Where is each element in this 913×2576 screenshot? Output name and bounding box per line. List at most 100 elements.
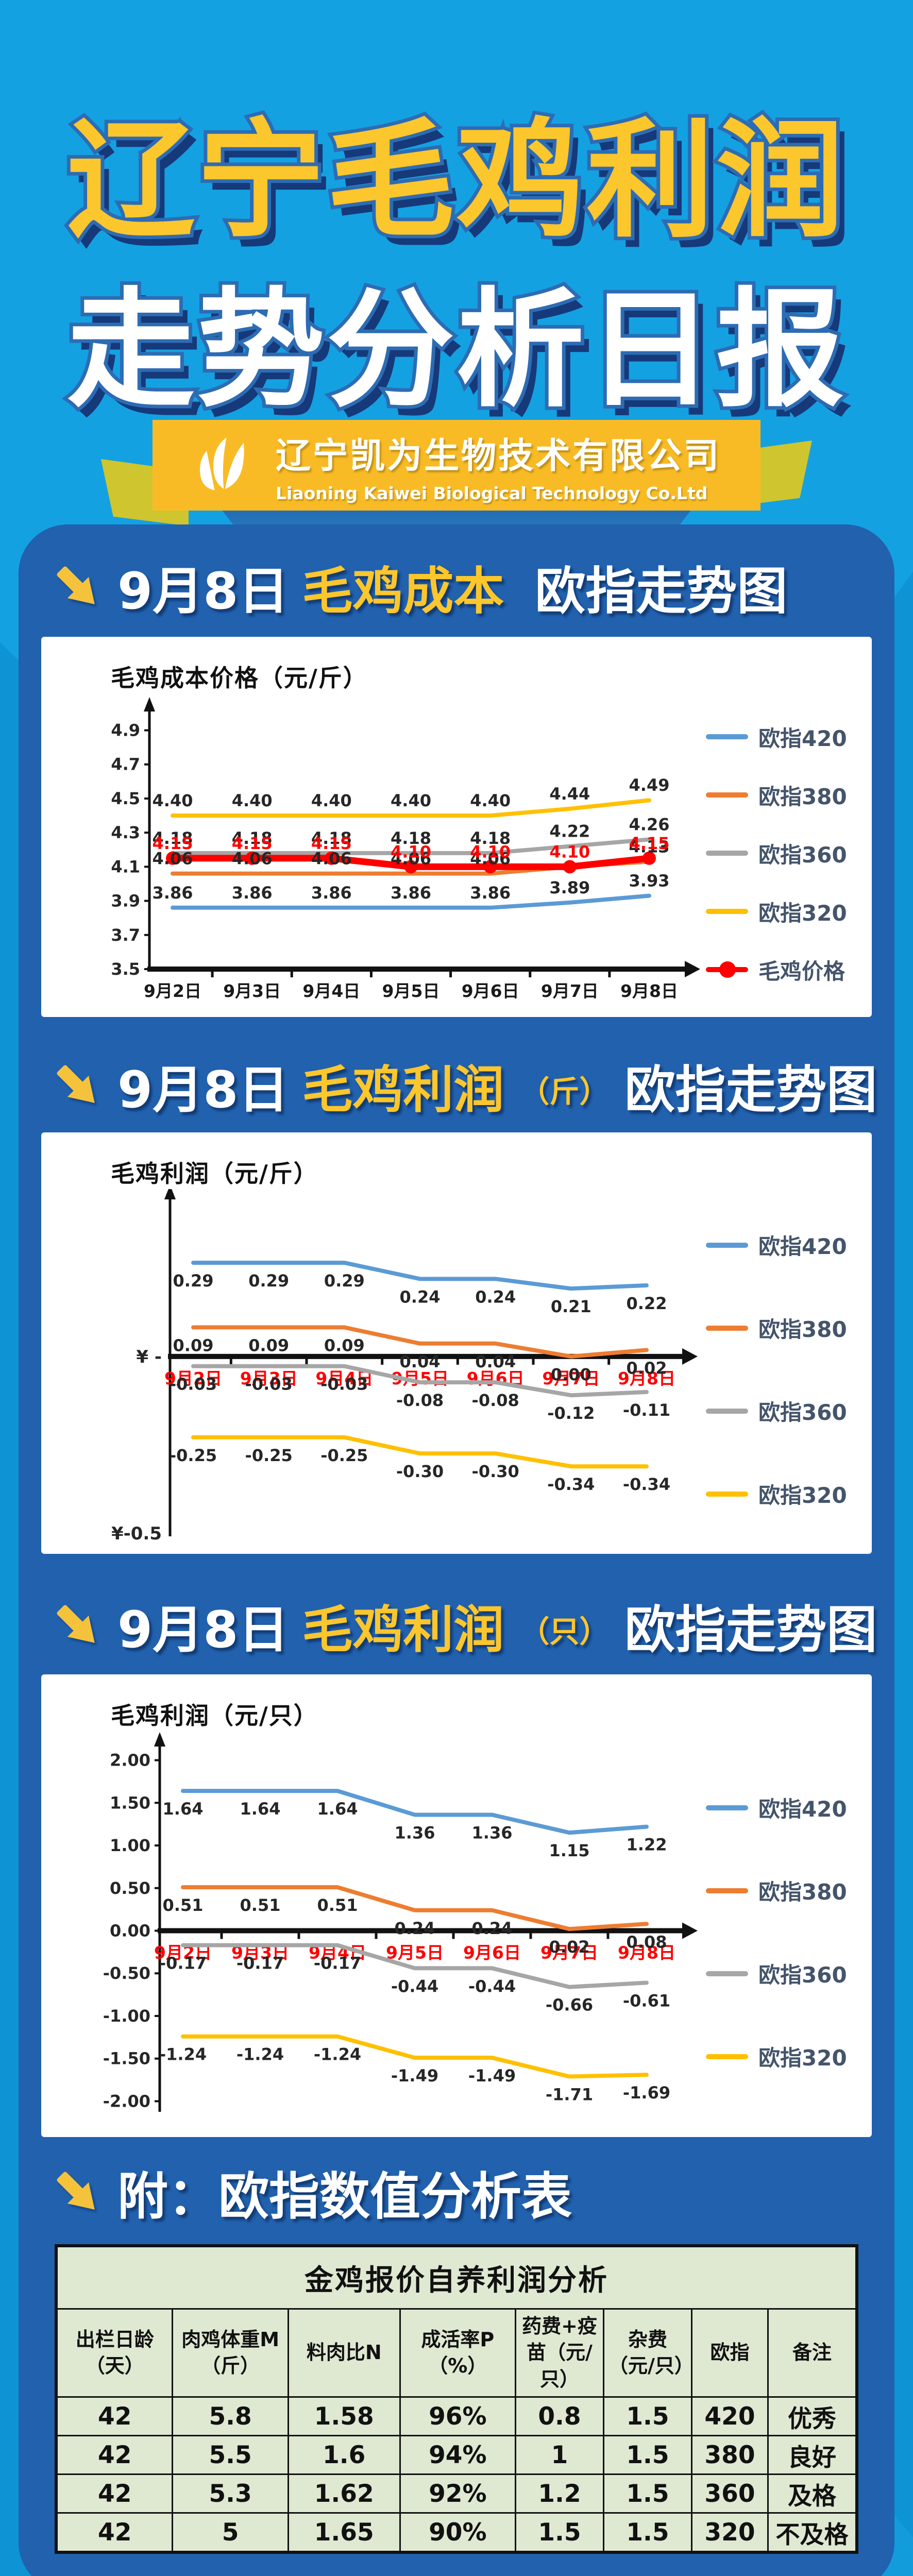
svg-text:0.00: 0.00: [110, 1921, 150, 1941]
table-header-cell: 料肉比N: [289, 2310, 399, 2396]
svg-text:-1.49: -1.49: [468, 2066, 516, 2086]
table-cell: 90%: [400, 2514, 515, 2551]
legend-line-swatch: [706, 1805, 748, 1810]
svg-text:9月6日: 9月6日: [462, 981, 519, 1001]
svg-text:4.06: 4.06: [391, 849, 431, 869]
svg-text:1.64: 1.64: [240, 1799, 281, 1819]
page-title-line-1-text: 辽宁毛鸡利润: [67, 107, 846, 255]
svg-text:9月5日: 9月5日: [382, 981, 440, 1001]
svg-text:9月3日: 9月3日: [223, 981, 281, 1001]
company-banner: 辽宁凯为生物技术有限公司 Liaoning Kaiwei Biological …: [101, 420, 812, 559]
svg-text:0.24: 0.24: [400, 1287, 441, 1307]
legend-label: 欧指360: [758, 842, 847, 868]
svg-text:-1.24: -1.24: [236, 2045, 284, 2064]
svg-text:9月7日: 9月7日: [541, 981, 599, 1001]
legend-marker-dot: [719, 961, 736, 978]
svg-text:4.10: 4.10: [549, 842, 590, 861]
svg-text:3.86: 3.86: [470, 883, 511, 903]
svg-text:4.15: 4.15: [232, 834, 273, 853]
svg-text:4.18: 4.18: [153, 828, 193, 848]
cost-chart-legend: 欧指420 欧指380 欧指360 欧指320 毛鸡价格: [701, 721, 855, 986]
svg-text:0.02: 0.02: [549, 1937, 590, 1957]
svg-text:-2.00: -2.00: [103, 2091, 150, 2111]
table-cell: 5.8: [173, 2398, 288, 2435]
svg-text:-0.17: -0.17: [236, 1954, 284, 1973]
profit-per-jin-chart-legend: 欧指420 欧指380 欧指360 欧指320: [701, 1229, 855, 1510]
svg-text:0.29: 0.29: [324, 1271, 365, 1291]
svg-text:-0.12: -0.12: [547, 1403, 595, 1423]
legend-item: 欧指380: [706, 1312, 855, 1344]
svg-text:4.3: 4.3: [111, 823, 140, 842]
table-cell: 1.5: [604, 2475, 691, 2512]
svg-text:9月8日: 9月8日: [618, 1943, 675, 1963]
legend-line-swatch: [706, 1325, 748, 1331]
legend-label: 欧指320: [758, 900, 847, 926]
svg-text:1.00: 1.00: [110, 1836, 150, 1855]
svg-text:4.18: 4.18: [232, 828, 273, 848]
table-cell: 5.5: [173, 2436, 288, 2473]
legend-label: 毛鸡价格: [758, 958, 846, 984]
svg-text:-0.30: -0.30: [396, 1462, 444, 1481]
legend-line-swatch: [706, 1491, 748, 1497]
banner-body: 辽宁凯为生物技术有限公司 Liaoning Kaiwei Biological …: [153, 420, 760, 511]
svg-text:4.06: 4.06: [153, 849, 193, 869]
legend-item: 欧指320: [706, 2041, 855, 2072]
svg-text:9月8日: 9月8日: [618, 1368, 675, 1388]
svg-text:1.50: 1.50: [110, 1793, 150, 1812]
svg-text:1.22: 1.22: [627, 1835, 667, 1855]
svg-text:3.86: 3.86: [311, 883, 352, 903]
svg-text:0.51: 0.51: [163, 1895, 204, 1915]
svg-text:4.13: 4.13: [629, 837, 670, 856]
table-cell: 1.2: [516, 2475, 603, 2512]
table-header-cell: 杂费（元/只）: [604, 2310, 694, 2396]
svg-text:0.08: 0.08: [627, 1932, 667, 1952]
svg-text:1.36: 1.36: [395, 1823, 435, 1842]
section-1-suffix: 欧指走势图: [535, 562, 788, 621]
legend-label: 欧指420: [758, 1234, 847, 1259]
content-panel: 9月8日 毛鸡成本 欧指走势图 毛鸡成本价格（元/斤） 4.9 4.7 4.5 4.3 4.…: [19, 524, 894, 2576]
svg-text:0.04: 0.04: [400, 1352, 441, 1371]
legend-line-swatch: [706, 909, 748, 914]
arrow-down-right-icon: [57, 566, 95, 604]
table-cell: 1: [516, 2436, 603, 2473]
svg-text:-0.61: -0.61: [623, 1991, 670, 2010]
table-header-cell: 成活率P（%）: [400, 2310, 515, 2396]
page-title-line-1-outline: 辽宁毛鸡利润: [63, 103, 848, 259]
svg-text:-1.50: -1.50: [103, 2049, 150, 2069]
svg-text:4.40: 4.40: [391, 791, 431, 810]
table-cell: 不及格: [769, 2514, 855, 2551]
euro-index-analysis-table: 金鸡报价自养利润分析 出栏日龄（天） 肉鸡体重M（斤） 料肉比N 成活率P（%）…: [55, 2244, 858, 2554]
svg-text:0.24: 0.24: [395, 1919, 435, 1938]
svg-text:4.06: 4.06: [470, 849, 511, 869]
legend-line-swatch: [706, 851, 748, 856]
section-3-title: 9月8日 毛鸡利润 （只） 欧指走势图: [50, 1589, 894, 1662]
svg-text:9月7日: 9月7日: [540, 1943, 598, 1963]
legend-item: 欧指420: [706, 1792, 855, 1823]
legend-label: 欧指360: [758, 1962, 847, 1988]
cost-chart-card: 毛鸡成本价格（元/斤） 4.9 4.7 4.5 4.3 4.1 3.9 3.7 3.5 9月2日…: [41, 637, 872, 1017]
svg-text:3.86: 3.86: [391, 883, 431, 903]
table-cell: 1.5: [604, 2398, 691, 2435]
svg-text:0.09: 0.09: [248, 1335, 289, 1355]
svg-text:4.44: 4.44: [549, 784, 590, 804]
legend-label: 欧指380: [758, 784, 847, 809]
section-3-highlight: 毛鸡利润: [302, 1601, 504, 1659]
table-cell: 1.5: [516, 2514, 603, 2551]
legend-line-swatch: [706, 1971, 748, 1976]
section-1-unit: [517, 583, 521, 590]
table-header-cell: 药费+疫苗（元/只）: [516, 2310, 603, 2396]
page-title-line-2-text: 走势分析日报: [67, 276, 846, 425]
section-1-date: 9月8日: [117, 562, 289, 621]
legend-line-swatch: [706, 734, 748, 739]
legend-item: 欧指360: [706, 1958, 855, 1989]
svg-text:-0.03: -0.03: [320, 1375, 368, 1394]
svg-text:-0.66: -0.66: [546, 1995, 593, 2015]
section-1-highlight: 毛鸡成本: [302, 562, 504, 621]
section-4-title: 附：欧指数值分析表: [50, 2156, 894, 2229]
svg-text:9月3日: 9月3日: [240, 1368, 298, 1388]
table-cell: 94%: [400, 2436, 515, 2473]
svg-text:3.5: 3.5: [111, 959, 140, 979]
